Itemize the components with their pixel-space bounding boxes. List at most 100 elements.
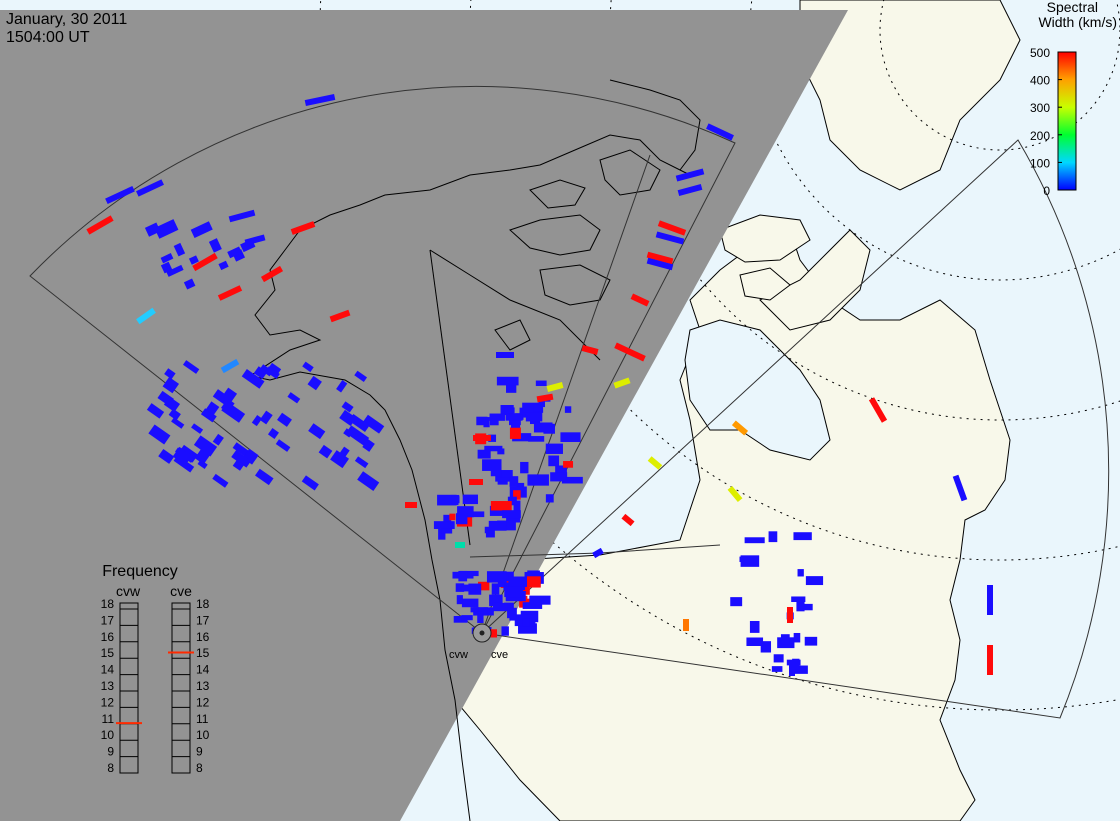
echo-cell: [527, 474, 549, 486]
echo-cell: [797, 569, 804, 577]
freq-radar-cvw-label: cvw: [116, 583, 141, 599]
frequency-scale-label: 13: [196, 679, 210, 693]
echo-cell: [490, 629, 498, 638]
frequency-title: Frequency: [102, 563, 178, 580]
echo-cell: [208, 238, 222, 253]
echo-cell: [478, 581, 490, 591]
colorbar-title-line1: Spectral: [1047, 0, 1098, 15]
echo-cell: [456, 595, 463, 605]
frequency-scale-label: 9: [107, 745, 114, 759]
echo-cell: [533, 422, 553, 433]
echo-cell: [162, 376, 180, 394]
echo-cell: [455, 583, 465, 592]
colorbar-tick-label: 200: [1030, 129, 1050, 143]
echo-cell: [522, 618, 530, 627]
echo-cell: [527, 570, 540, 580]
echo-cell: [476, 416, 488, 426]
echo-cell: [744, 537, 765, 544]
echo-cell: [791, 665, 808, 674]
echo-cell: [506, 380, 517, 393]
echo-cell: [513, 500, 521, 512]
echo-cell: [345, 425, 370, 446]
echo-cell: [136, 307, 156, 325]
frequency-scale-label: 9: [196, 745, 203, 759]
echo-cell: [160, 261, 173, 274]
echo-cell: [773, 654, 784, 663]
echo-cell: [789, 660, 795, 676]
radar-echo-layer: [86, 93, 993, 676]
site-label-cvw: cvw: [449, 649, 468, 661]
echo-cell: [405, 502, 417, 508]
echo-cell: [157, 390, 174, 406]
echo-cell: [780, 634, 790, 645]
echo-cell: [657, 220, 687, 236]
echo-cell: [470, 607, 479, 613]
echo-cell: [485, 527, 495, 538]
echo-cell: [453, 616, 468, 623]
echo-cell: [805, 576, 824, 586]
echo-cell: [488, 434, 497, 442]
echo-cell: [343, 428, 353, 438]
echo-cell: [255, 468, 274, 486]
echo-cell: [502, 510, 521, 519]
frequency-scale-label: 18: [101, 597, 115, 611]
echo-cell: [182, 360, 200, 374]
echo-cell: [304, 93, 336, 107]
echo-cell: [212, 433, 224, 446]
echo-cell: [318, 444, 333, 459]
frequency-scale-label: 11: [196, 712, 209, 726]
echo-cell: [613, 377, 631, 389]
echo-cell: [158, 448, 175, 464]
echo-cell: [520, 461, 529, 474]
echo-cell: [467, 511, 485, 518]
echo-cell: [484, 445, 503, 452]
echo-cell: [433, 521, 455, 529]
echo-cell: [504, 407, 515, 414]
echo-cell: [336, 380, 348, 393]
echo-cell: [438, 528, 446, 540]
echo-cell: [212, 473, 229, 488]
echo-cell: [469, 479, 483, 485]
echo-cell: [507, 607, 517, 619]
echo-cell: [277, 412, 292, 427]
echo-cell: [212, 389, 230, 405]
echo-cell: [561, 476, 583, 484]
echo-cell: [592, 547, 604, 559]
echo-cell: [341, 401, 354, 413]
greenland-land: [799, 0, 1021, 191]
frequency-scale-label: 10: [101, 728, 115, 742]
echo-cell: [166, 264, 184, 277]
echo-cell: [105, 185, 135, 205]
echo-cell: [513, 490, 521, 500]
echo-cell: [564, 406, 572, 413]
echo-cell: [190, 221, 213, 238]
echo-cell: [535, 380, 547, 387]
echo-cell: [522, 402, 544, 413]
echo-cell: [193, 435, 218, 457]
echo-cell: [267, 362, 282, 376]
echo-cell: [740, 555, 760, 567]
echo-cell: [168, 408, 181, 421]
echo-cell: [461, 584, 476, 592]
colorbar-tick-label: 0: [1043, 184, 1050, 198]
echo-cell: [267, 428, 279, 439]
echo-cell: [675, 168, 705, 182]
echo-cell: [555, 465, 567, 476]
echo-cell: [265, 366, 280, 379]
echo-cell: [646, 251, 674, 265]
echo-cell: [987, 585, 993, 615]
echo-cell: [563, 461, 574, 468]
echo-cell: [529, 595, 551, 605]
echo-cell: [731, 420, 749, 436]
frequency-scale-label: 17: [101, 613, 115, 627]
echo-cell: [490, 465, 502, 477]
echo-cell: [461, 615, 473, 621]
echo-cell: [525, 412, 543, 422]
echo-cell: [512, 433, 532, 442]
echo-cell: [489, 418, 499, 426]
echo-cell: [727, 485, 743, 503]
echo-cell: [439, 495, 459, 506]
echo-cell: [191, 423, 204, 434]
echo-cell: [533, 404, 542, 412]
echo-cell: [793, 632, 801, 643]
